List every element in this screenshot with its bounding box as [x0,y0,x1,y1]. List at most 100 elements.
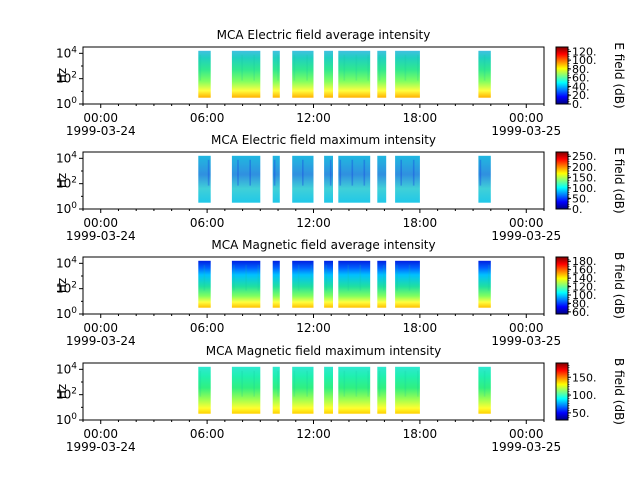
spectrogram-stripe [233,264,235,291]
spectrogram-stripe [237,159,239,186]
spectrogram-block [292,50,314,98]
x-tick-label: 06:00 [190,111,225,125]
colorbar-tick-label: 200. [572,161,597,174]
x-date-label: 1999-03-25 [491,334,561,348]
spectrogram-block [198,50,211,98]
colorbar-tick-label: 140. [572,272,597,285]
spectrogram-block [395,260,420,308]
colorbar-tick-label: 150. [572,371,597,384]
colorbar-label: B field (dB) [612,252,626,319]
spectrogram-block [338,260,371,308]
spectrogram-stripe [339,159,342,186]
spectrogram-block [395,366,420,414]
colorbar-tick-label: 120. [572,281,597,294]
spectrogram-block [272,155,280,203]
panel-e-avg: MCA Electric field average intensity 00:0… [55,28,626,138]
y-tick-label: 100 [56,412,77,427]
x-tick-label: 12:00 [296,216,331,230]
x-date-label: 1999-03-24 [66,334,136,348]
spectrogram-stripe [396,264,398,291]
colorbar-tick-label: 0. [572,203,583,216]
y-tick-label: 104 [56,45,77,60]
spectrogram-block [272,260,280,308]
x-tick-label: 00:00 [509,216,544,230]
y-tick-label: 100 [56,306,77,321]
y-axis-label: Hz [55,278,69,293]
y-tick-label: 100 [56,96,77,111]
spectrogram-stripe [378,54,381,81]
spectrogram-stripe [302,159,304,186]
panel-b-avg: MCA Magnetic field average intensity 00:0… [55,238,626,348]
spectrogram-stripe [207,159,210,186]
spectrogram-block [377,260,387,308]
spectrogram-stripe [253,370,255,397]
colorbar-tick-label: 40. [572,80,590,93]
spectrogram-stripe [245,264,247,291]
spectrogram-block [231,366,261,414]
spectrogram-stripe [367,370,369,397]
spectrogram-stripe [378,370,381,397]
x-tick-label: 06:00 [190,427,225,441]
spectrogram-stripe [325,264,328,291]
panel-title: MCA Electric field maximum intensity [211,133,436,147]
x-tick-label: 00:00 [509,427,544,441]
panel-title: MCA Electric field average intensity [217,28,431,42]
panel-b-max: MCA Magnetic field maximum intensity 00:0… [55,344,626,454]
spectrogram-block [377,155,387,203]
x-date-label: 1999-03-25 [491,440,561,454]
y-axis-label: Hz [55,68,69,83]
spectrogram-block [272,50,280,98]
y-axis-label: Hz [55,384,69,399]
x-tick-label: 18:00 [403,216,438,230]
colorbar-tick-label: 0. [572,98,583,111]
colorbar-tick-label: 100. [572,389,597,402]
y-tick-label: 104 [56,255,77,270]
spectrogram-stripe [400,159,402,186]
colorbar-label: E field (dB) [612,42,626,108]
x-tick-label: 00:00 [509,111,544,125]
spectrogram-block [324,50,333,98]
colorbar-label: B field (dB) [612,358,626,425]
panel-e-max: MCA Electric field maximum intensity 00:0… [55,133,626,243]
x-tick-label: 12:00 [296,427,331,441]
colorbar-tick-label: 80. [572,63,590,76]
spectrogram-stripe [203,264,206,291]
spectrogram-block [198,260,211,308]
colorbar-tick-label: 120. [572,45,597,58]
colorbar-tick-label: 60. [572,306,590,319]
spectrogram-stripe [293,54,296,81]
spectrogram-stripe [297,264,300,291]
spectrogram-stripe [277,370,279,397]
spectrogram-stripe [277,54,279,81]
spectrogram-stripe [351,159,354,186]
spectrogram-stripe [408,264,411,291]
spectrogram-block [338,366,371,414]
colorbar-tick-label: 250. [572,150,597,163]
x-tick-label: 12:00 [296,321,331,335]
spectrogram-stripe [253,54,255,81]
colorbar-tick-label: 60. [572,72,590,85]
colorbar-tick-label: 150. [572,171,597,184]
spectrogram-block [292,155,314,203]
spectrogram-block [478,260,491,308]
spectrogram-block [395,50,420,98]
x-tick-label: 06:00 [190,321,225,335]
spectrogram-block [478,50,491,98]
spectrogram-stripe [329,159,332,186]
spectrogram-stripe [412,159,415,186]
y-tick-label: 104 [56,150,77,165]
colorbar [555,151,569,210]
x-date-label: 1999-03-24 [66,229,136,243]
colorbar-tick-label: 100. [572,289,597,302]
spectrogram-stripe [383,264,385,291]
spectrogram-stripe [199,370,202,397]
x-tick-label: 00:00 [83,321,118,335]
spectrogram-stripe [355,370,358,397]
x-date-label: 1999-03-24 [66,124,136,138]
spectrogram-stripe [483,370,486,397]
spectrogram-block [292,366,314,414]
y-tick-label: 102 [56,71,77,86]
spectrogram-block [324,260,333,308]
y-tick-label: 104 [56,361,77,376]
x-date-label: 1999-03-24 [66,440,136,454]
